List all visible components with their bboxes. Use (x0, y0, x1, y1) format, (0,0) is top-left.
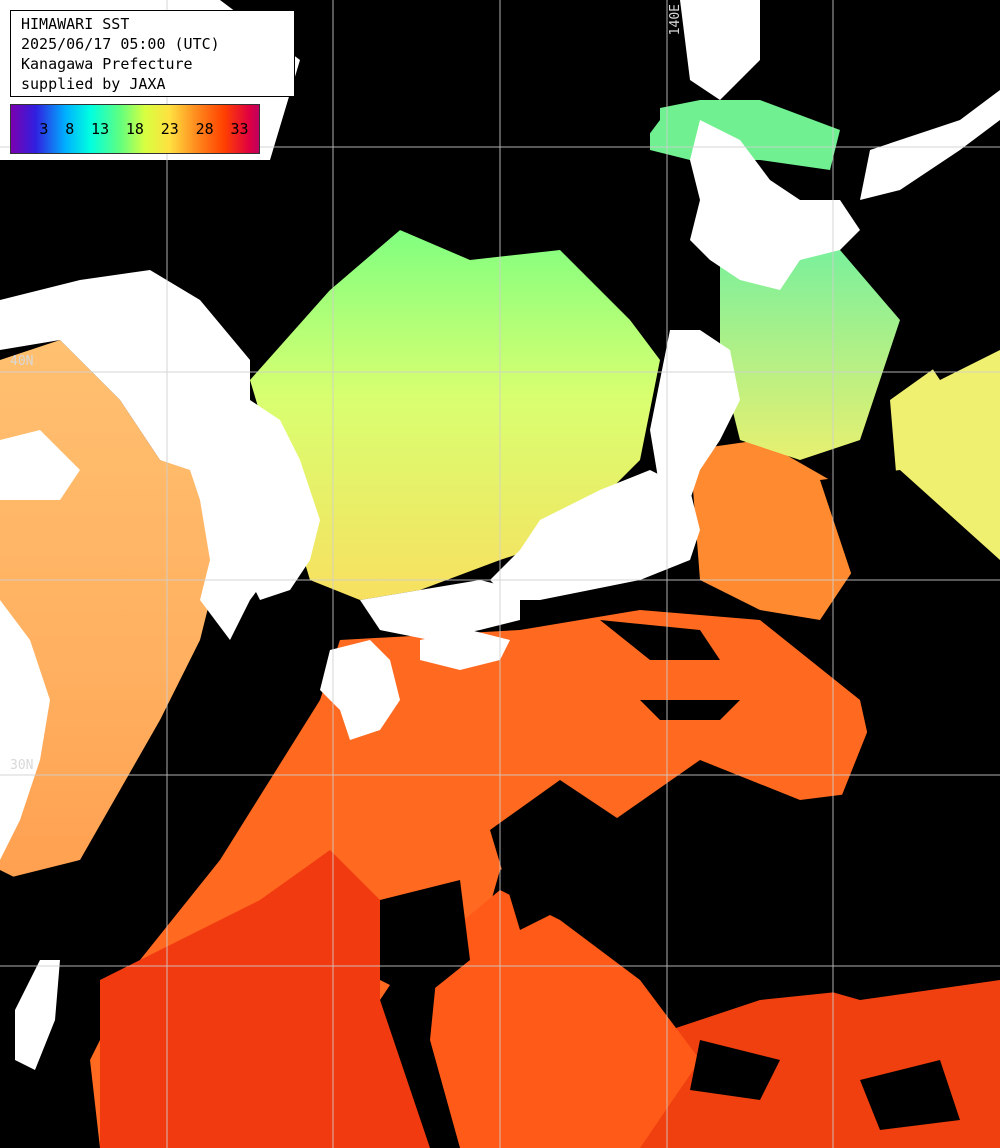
cloud-patch-3 (690, 1040, 780, 1100)
south-mid-water (430, 890, 700, 1148)
land-liaodong (0, 430, 80, 500)
cloud-southwest (0, 860, 110, 1010)
cloud-south-1 (490, 780, 620, 930)
scale-tick: 18 (125, 120, 144, 138)
land-korea (230, 400, 320, 600)
product-title: HIMAWARI SST (21, 15, 130, 33)
cloud-east-1 (640, 470, 1000, 1000)
lon-label-140e: 140E (668, 4, 683, 36)
lat-label-40n: 40N (10, 354, 34, 369)
land-taiwan (15, 960, 60, 1070)
timestamp: 2025/06/17 05:00 (UTC) (21, 35, 220, 53)
scale-tick: 8 (65, 120, 75, 138)
sea-of-japan (250, 230, 660, 600)
scale-tick: 13 (91, 120, 110, 138)
cloud-patch-4 (860, 1060, 960, 1130)
cloud-north (0, 0, 660, 360)
east-warm-water (690, 440, 860, 620)
land-kyushu (320, 640, 400, 740)
scale-tick: 23 (160, 120, 179, 138)
south-hot-water (100, 850, 430, 1148)
land-sakhalin (680, 0, 760, 100)
north-pacific-water (720, 230, 900, 460)
land-honshu-central (490, 470, 700, 600)
land-china-coast (0, 600, 50, 860)
prefecture-label: Kanagawa Prefecture (21, 55, 193, 73)
credit-label: supplied by JAXA (21, 75, 166, 93)
scale-tick: 33 (230, 120, 249, 138)
cloud-northeast (860, 0, 1000, 380)
land-honshu-west (360, 580, 520, 640)
info-box: HIMAWARI SST 2025/06/17 05:00 (UTC) Kana… (10, 10, 295, 97)
land-russia-coast (0, 270, 300, 640)
land-hokkaido (690, 120, 860, 290)
cloud-patch-1 (600, 620, 720, 660)
cloud-patch-2 (640, 700, 740, 720)
scale-tick: 28 (195, 120, 214, 138)
cloud-south-2 (380, 880, 470, 1000)
land-kamchatka-coast (860, 90, 1000, 200)
scale-tick: 3 (39, 120, 49, 138)
land-shikoku (420, 630, 510, 670)
cloud-korea-strait (120, 620, 320, 880)
color-scale-bar: 3 8 13 18 23 28 33 (10, 104, 260, 154)
lat-label-30n: 30N (10, 758, 34, 773)
